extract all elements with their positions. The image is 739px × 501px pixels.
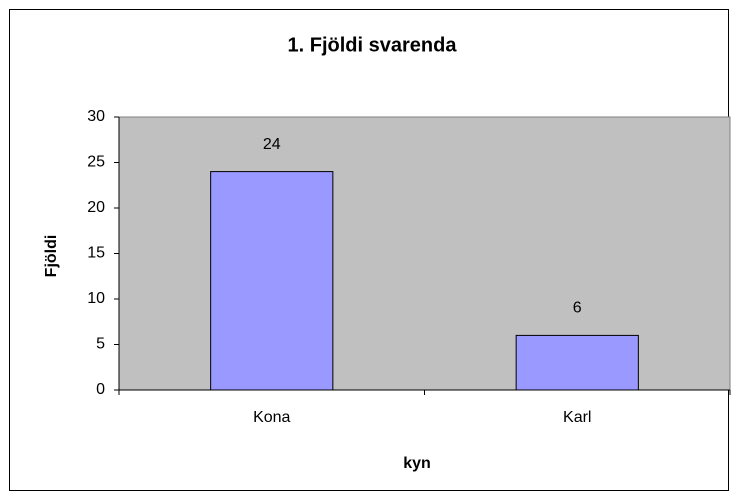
bar (210, 171, 334, 391)
y-axis-label: Fjöldi (43, 235, 60, 278)
data-label: 6 (573, 300, 582, 317)
y-tick-label: 15 (87, 245, 105, 262)
y-tick-label: 10 (87, 290, 105, 307)
y-tick-label: 0 (96, 381, 105, 398)
chart-title: 1. Fjöldi svarenda (288, 34, 458, 56)
data-label: 24 (263, 136, 281, 153)
y-tick-label: 5 (96, 336, 105, 353)
y-tick-label: 20 (87, 199, 105, 216)
x-tick-label: Karl (563, 409, 591, 426)
bar (515, 334, 639, 391)
y-tick-label: 25 (87, 154, 105, 171)
y-tick-label: 30 (87, 108, 105, 125)
x-axis-label: kyn (403, 455, 431, 472)
x-tick-label: Kona (253, 409, 290, 426)
